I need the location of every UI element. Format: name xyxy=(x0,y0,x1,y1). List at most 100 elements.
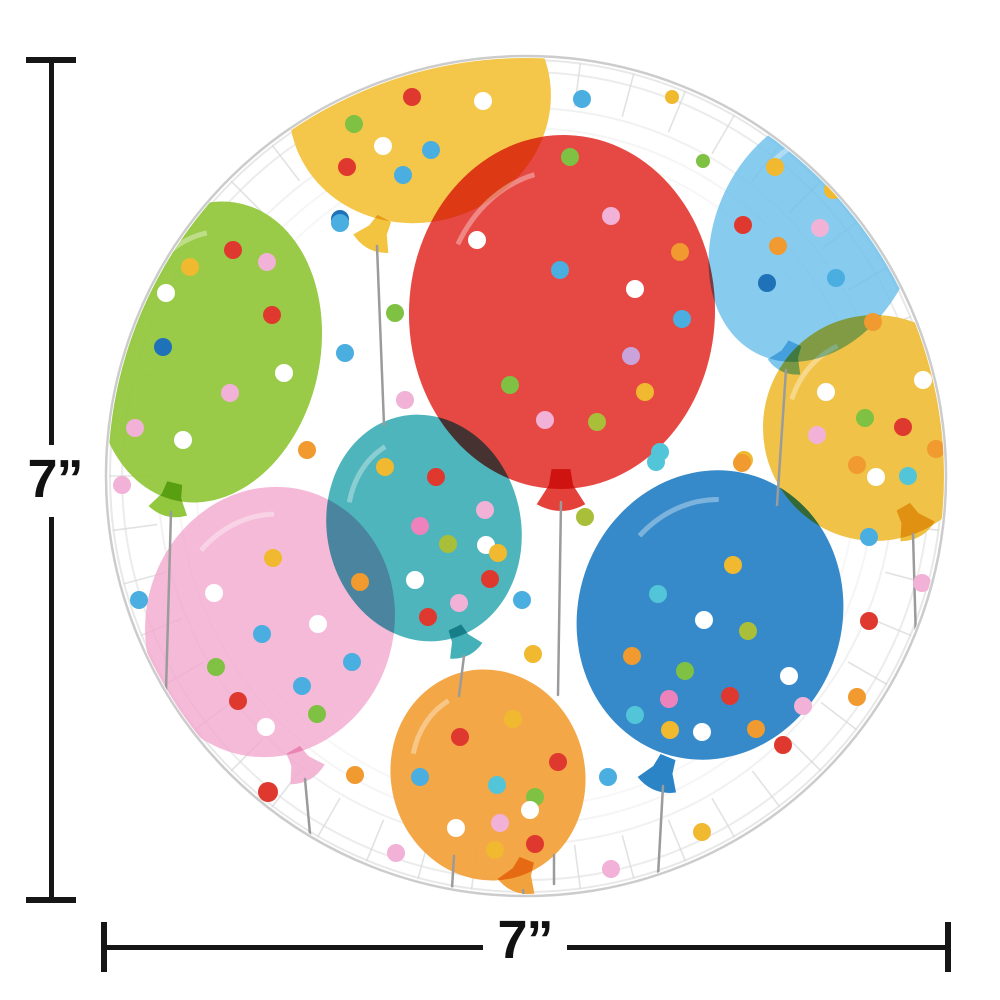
confetti-dot-red xyxy=(549,753,567,771)
confetti-dot-yellow xyxy=(376,458,394,476)
balloon-knot xyxy=(536,469,586,511)
height-dimension-label: 7” xyxy=(27,449,83,509)
confetti-dot-yellow xyxy=(636,383,654,401)
confetti-dot-blush xyxy=(491,814,509,832)
confetti-dot-blush xyxy=(126,419,144,437)
confetti-dot-red xyxy=(481,570,499,588)
confetti-dot-sky xyxy=(860,528,878,546)
confetti-dot-red xyxy=(229,692,247,710)
confetti-dot-sky xyxy=(343,653,361,671)
width-dimension-label: 7” xyxy=(497,910,553,970)
confetti-dot-yellow xyxy=(524,645,542,663)
confetti-dot-orange xyxy=(671,243,689,261)
confetti-dot-red xyxy=(427,468,445,486)
confetti-dot-yellow xyxy=(264,549,282,567)
balloon-string-yellow-top xyxy=(375,244,386,427)
confetti-dot-white xyxy=(474,92,492,110)
confetti-dot-green xyxy=(308,705,326,723)
confetti-dot-blush xyxy=(258,253,276,271)
confetti-dot-red xyxy=(894,418,912,436)
confetti-dot-orange xyxy=(623,647,641,665)
confetti-dot-white xyxy=(447,819,465,837)
confetti-dot-sky xyxy=(394,166,412,184)
confetti-dot-green xyxy=(856,409,874,427)
confetti-dot-white xyxy=(257,718,275,736)
height-dimension-cap-bottom xyxy=(26,897,76,903)
confetti-dot-white xyxy=(174,431,192,449)
balloon-knot xyxy=(448,624,483,659)
confetti-dot-white xyxy=(309,615,327,633)
confetti-dot-white xyxy=(914,371,932,389)
confetti-dot-blush xyxy=(387,844,405,862)
confetti-dot-white xyxy=(275,364,293,382)
confetti-dot-sky xyxy=(331,214,349,232)
confetti-dot-sky xyxy=(673,310,691,328)
confetti-dot-red xyxy=(263,306,281,324)
balloon-string-teal-center xyxy=(450,854,456,890)
balloon-string-teal-center xyxy=(457,654,466,698)
confetti-dot-sky xyxy=(130,591,148,609)
confetti-dot-sky xyxy=(599,768,617,786)
balloon-string-red-large xyxy=(556,500,563,697)
balloon-knot xyxy=(896,502,935,542)
confetti-dot-olive xyxy=(439,535,457,553)
confetti-dot-cyan xyxy=(899,467,917,485)
confetti-dot-yellow xyxy=(693,823,711,841)
confetti-dot-white xyxy=(406,571,424,589)
confetti-dots xyxy=(113,88,944,878)
confetti-dot-red xyxy=(224,241,242,259)
confetti-dot-orange xyxy=(848,456,866,474)
confetti-dot-green xyxy=(386,304,404,322)
confetti-dot-blush xyxy=(396,391,414,409)
balloon-string-blue-large-right xyxy=(656,784,665,878)
confetti-dot-blush xyxy=(602,207,620,225)
confetti-dot-orange xyxy=(298,441,316,459)
balloon-knot xyxy=(148,481,188,518)
confetti-dot-red xyxy=(258,782,278,802)
confetti-dot-sky xyxy=(422,141,440,159)
confetti-dot-white xyxy=(521,801,539,819)
confetti-dot-orange xyxy=(747,720,765,738)
confetti-dot-blue xyxy=(758,274,776,292)
confetti-dot-yellow xyxy=(661,721,679,739)
confetti-dot-sky xyxy=(827,269,845,287)
confetti-dot-orange xyxy=(351,573,369,591)
confetti-dot-olive xyxy=(588,413,606,431)
confetti-dot-white xyxy=(205,584,223,602)
confetti-dot-green xyxy=(207,658,225,676)
confetti-dot-red xyxy=(451,728,469,746)
confetti-dot-yellow xyxy=(181,258,199,276)
balloon-string-green-left xyxy=(164,510,173,692)
confetti-dot-orange xyxy=(864,313,882,331)
confetti-dot-orange xyxy=(733,454,751,472)
confetti-dot-blush xyxy=(221,384,239,402)
confetti-dot-yellow xyxy=(504,710,522,728)
confetti-dot-white xyxy=(468,231,486,249)
confetti-dot-white xyxy=(817,383,835,401)
width-dimension-cap-right xyxy=(945,922,951,972)
confetti-dot-sky xyxy=(411,768,429,786)
confetti-dot-orange xyxy=(927,440,944,458)
confetti-dot-red xyxy=(860,612,878,630)
confetti-dot-sky xyxy=(293,677,311,695)
balloon-pink-bottom-left xyxy=(145,486,395,785)
confetti-dot-orange xyxy=(346,766,364,784)
confetti-dot-blue xyxy=(154,338,172,356)
confetti-dot-yellow xyxy=(766,158,784,176)
confetti-dot-red xyxy=(419,608,437,626)
confetti-dot-blush xyxy=(794,697,812,715)
confetti-dot-white xyxy=(374,137,392,155)
balloon-string-pink-bottom-left xyxy=(303,777,312,836)
confetti-dot-cyan xyxy=(649,585,667,603)
confetti-dot-blush xyxy=(113,476,131,494)
confetti-dot-olive xyxy=(739,622,757,640)
confetti-dot-yellow xyxy=(486,841,504,859)
confetti-dot-sky xyxy=(573,90,591,108)
confetti-dot-green xyxy=(501,376,519,394)
confetti-dot-green xyxy=(345,115,363,133)
confetti-dot-white xyxy=(867,468,885,486)
height-dimension-line-lower xyxy=(49,517,54,900)
confetti-dot-white xyxy=(780,667,798,685)
